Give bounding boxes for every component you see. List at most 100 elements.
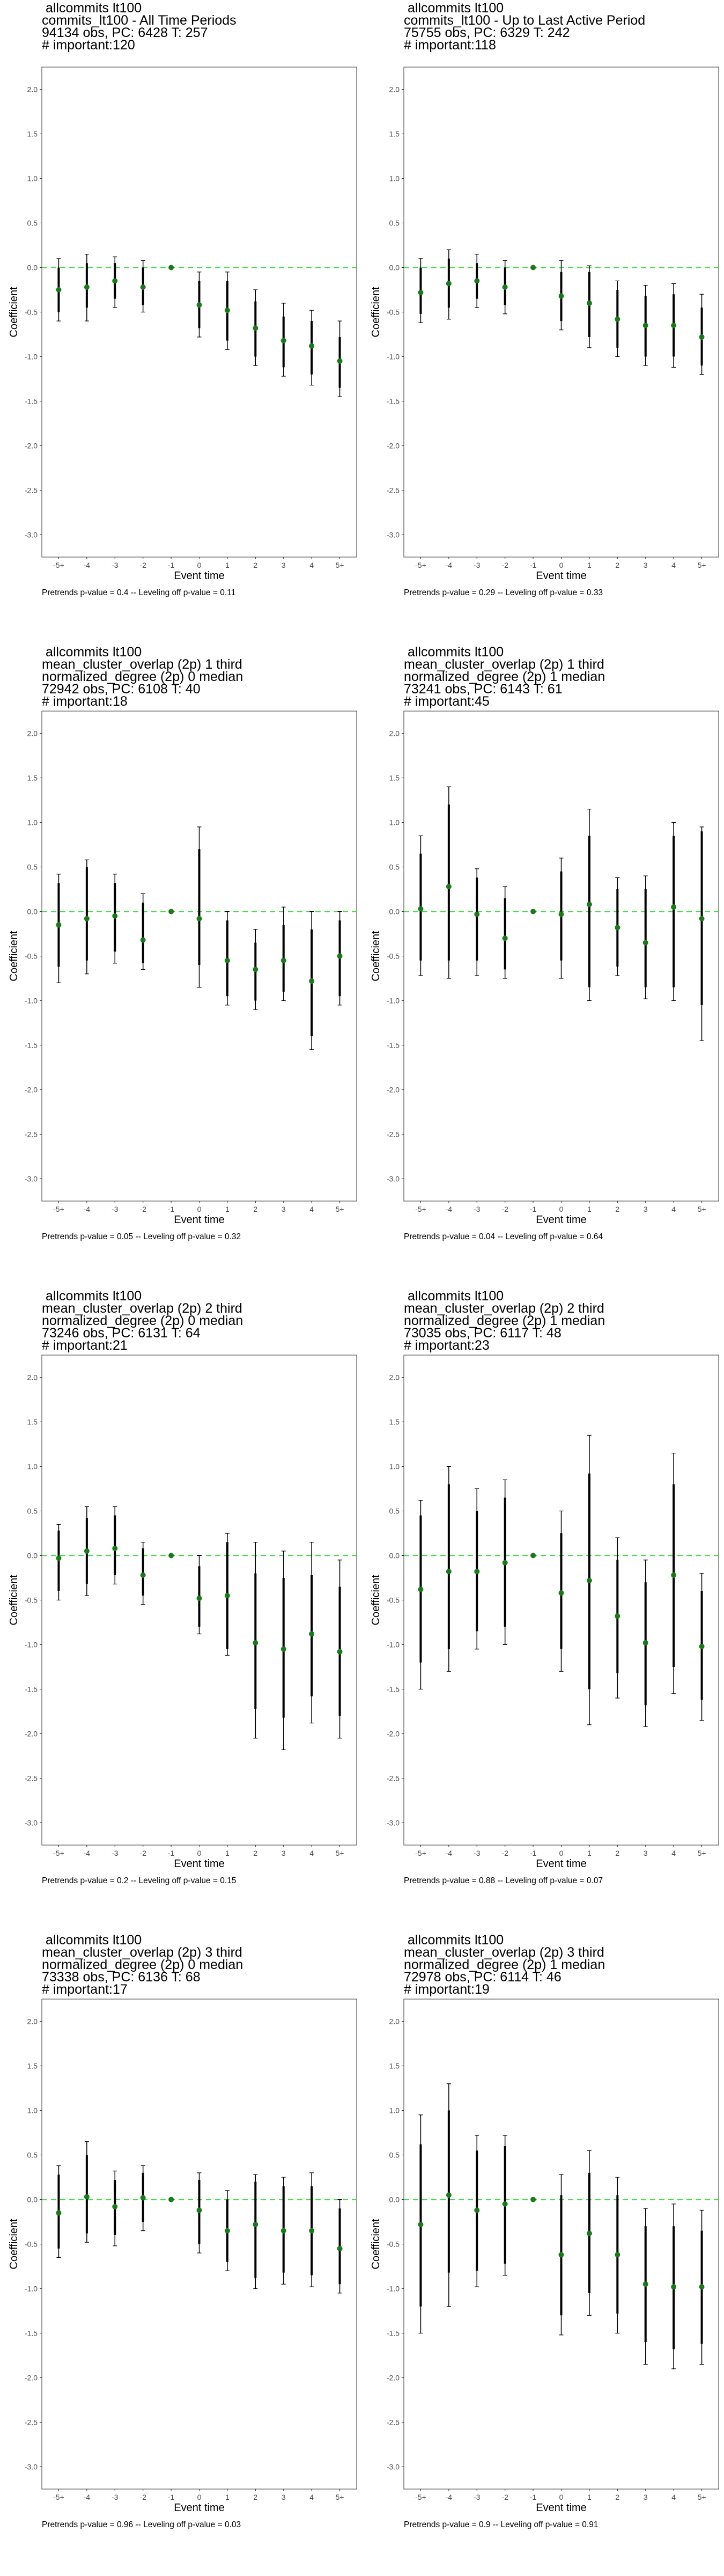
chart-svg: -3.0 -2.5 -2.0 -1.5 -1.0 -0.5 0.0 0.5 1.0 1.5 2.0 -… [370, 67, 719, 582]
x-tick-label: 2 [253, 1205, 257, 1213]
coefficient-point [530, 265, 536, 270]
y-tick-label: 2.0 [27, 2017, 38, 2026]
x-tick-label: 2 [253, 2493, 257, 2501]
x-axis-label: Event time [174, 1214, 224, 1226]
x-tick-label: -4 [84, 1849, 91, 1857]
coefficient-point [446, 1569, 452, 1575]
y-tick-label: -0.5 [387, 1596, 400, 1605]
x-tick-label: 4 [671, 1205, 676, 1213]
x-tick-label: 3 [282, 1849, 286, 1857]
coefficient-point [224, 1593, 230, 1599]
y-tick-label: 1.0 [27, 174, 38, 183]
x-tick-label: 0 [197, 1205, 202, 1213]
title-line: allcommits lt100 [42, 1289, 142, 1304]
y-tick-label: 0.5 [27, 1507, 38, 1516]
y-tick-label: 1.5 [389, 1418, 400, 1426]
x-tick-label: -5+ [415, 1205, 426, 1213]
title-line: mean_cluster_overlap (2p) 2 third [42, 1301, 242, 1316]
coefficient-point [196, 1596, 202, 1601]
y-tick-label: -1.5 [25, 1041, 38, 1050]
x-tick-label: 0 [559, 561, 564, 569]
y-tick-label: 0.0 [27, 908, 38, 916]
coefficient-point [671, 1572, 677, 1578]
panel-title: allcommits lt100 mean_cluster_overlap (2p… [42, 1290, 243, 1352]
coefficient-point [224, 957, 230, 963]
y-tick-label: -1.5 [387, 2329, 400, 2338]
coefficient-point [586, 2230, 592, 2236]
title-line: 94134 obs, PC: 6428 T: 257 [42, 25, 208, 40]
coefficient-point [586, 1577, 592, 1583]
coefficient-point [418, 906, 424, 912]
y-tick-label: -2.5 [25, 1130, 38, 1139]
y-tick-label: -1.5 [25, 2329, 38, 2338]
x-tick-label: -5+ [53, 1849, 64, 1857]
coefficient-point [671, 2284, 677, 2290]
coefficient-point [196, 302, 202, 308]
x-tick-label: 5+ [336, 2493, 344, 2501]
panel-title: allcommits lt100 mean_cluster_overlap (2p… [404, 1290, 605, 1352]
x-tick-label: 5+ [698, 561, 706, 569]
x-tick-label: 5+ [336, 1205, 344, 1213]
x-tick-label: 3 [644, 1849, 648, 1857]
coefficient-point [140, 2195, 146, 2201]
y-tick-label: 1.0 [389, 1462, 400, 1471]
coefficient-point [502, 1560, 508, 1565]
x-tick-label: 0 [197, 2493, 202, 2501]
x-tick-label: 0 [197, 561, 202, 569]
coefficient-point [253, 325, 258, 331]
coefficient-point [699, 1643, 705, 1649]
title-line: mean_cluster_overlap (2p) 1 third [404, 657, 604, 672]
coefficient-point [309, 978, 315, 984]
y-tick-label: 0.5 [389, 219, 400, 228]
coefficient-point [502, 2201, 508, 2207]
y-axis-label: Coefficient [370, 2219, 382, 2270]
coefficient-point [474, 911, 480, 917]
y-tick-label: 0.0 [27, 1552, 38, 1560]
coefficient-point [530, 1553, 536, 1558]
y-tick-label: -3.0 [25, 1175, 38, 1183]
coefficient-point [642, 1640, 648, 1646]
y-tick-label: 1.0 [27, 2106, 38, 2115]
y-tick-label: 2.0 [27, 729, 38, 738]
x-tick-label: -1 [168, 1849, 175, 1857]
title-line: normalized_degree (2p) 0 median [42, 1957, 243, 1972]
x-tick-label: -4 [446, 561, 453, 569]
coefficient-point [642, 323, 648, 328]
y-tick-label: -1.0 [387, 997, 400, 1005]
x-tick-label: -4 [84, 561, 91, 569]
y-tick-label: 1.5 [389, 2062, 400, 2070]
y-axis-label: Coefficient [8, 287, 20, 338]
x-tick-label: -3 [474, 1205, 481, 1213]
coefficient-point [502, 284, 508, 290]
x-tick-label: 3 [644, 2493, 648, 2501]
title-line: 73035 obs, PC: 6117 T: 48 [404, 1326, 562, 1341]
x-tick-label: 2 [253, 561, 257, 569]
y-tick-label: -1.5 [25, 397, 38, 406]
pvalue-note: Pretrends p-value = 0.9 -- Leveling off … [404, 2520, 599, 2529]
coefficient-point [112, 278, 118, 284]
coefficient-point [140, 1572, 146, 1578]
title-line: allcommits lt100 [42, 1, 142, 16]
chart-svg: -3.0 -2.5 -2.0 -1.5 -1.0 -0.5 0.0 0.5 1.0 1.5 2.0 -… [8, 711, 357, 1226]
y-tick-label: 1.0 [389, 2106, 400, 2115]
coefficient-point [671, 904, 677, 910]
y-tick-label: 0.5 [389, 2151, 400, 2160]
coefficient-point [140, 937, 146, 943]
coefficient-point [224, 308, 230, 313]
title-line: 73241 obs, PC: 6143 T: 61 [404, 682, 563, 697]
coefficient-point [642, 2281, 648, 2287]
y-tick-label: -2.0 [387, 1730, 400, 1738]
x-tick-label: 3 [282, 1205, 286, 1213]
coefficient-point [615, 2252, 620, 2258]
panel-title: allcommits lt100 commits_lt100 - Up to La… [404, 2, 645, 52]
coefficient-point [699, 916, 705, 921]
coefficient-point [474, 2207, 480, 2213]
y-axis-label: Coefficient [8, 2219, 20, 2270]
coefficient-point [337, 953, 343, 959]
coefficient-point [586, 300, 592, 306]
y-tick-label: -2.5 [387, 486, 400, 495]
y-tick-label: -2.5 [25, 2418, 38, 2427]
coefficient-point [253, 2221, 258, 2227]
x-tick-label: -1 [530, 2493, 537, 2501]
y-tick-label: 2.0 [389, 729, 400, 738]
